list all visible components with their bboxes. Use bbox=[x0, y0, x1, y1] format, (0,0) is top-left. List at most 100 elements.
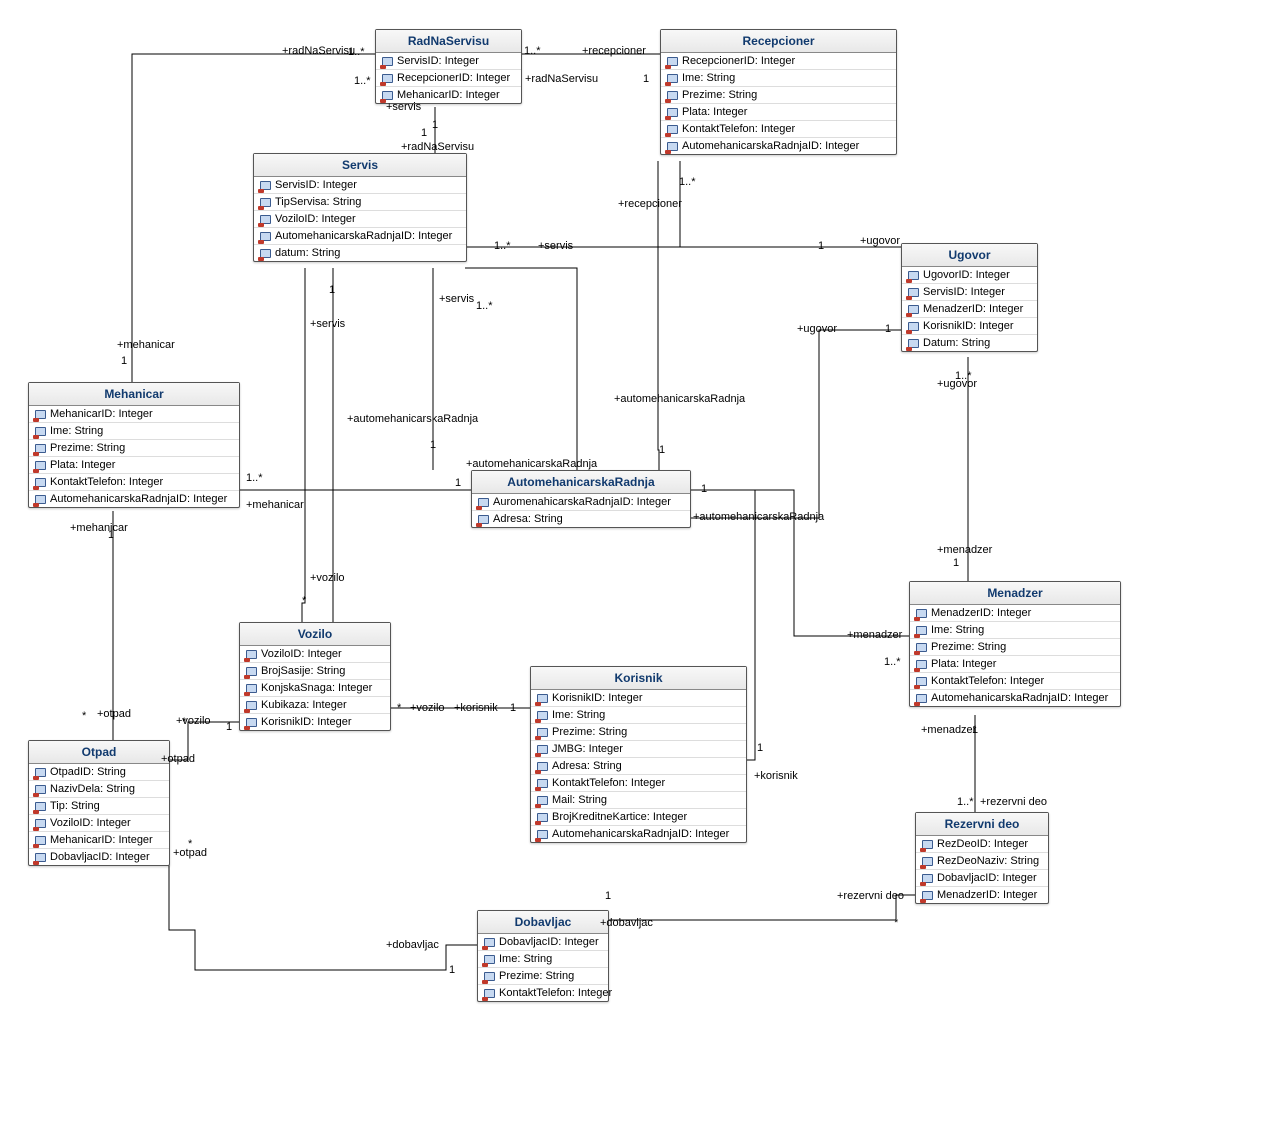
attribute-icon bbox=[35, 410, 46, 419]
class-attribute: Datum: String bbox=[902, 335, 1037, 351]
attribute-text: MehanicarID: Integer bbox=[50, 408, 153, 420]
edge-label: 1..* bbox=[476, 300, 493, 312]
attribute-icon bbox=[922, 840, 933, 849]
class-attributes: DobavljacID: Integer Ime: String Prezime: … bbox=[478, 934, 608, 1001]
attribute-icon bbox=[35, 802, 46, 811]
edge-label: +otpad bbox=[161, 753, 195, 765]
attribute-icon bbox=[260, 232, 271, 241]
class-attribute: Prezime: String bbox=[910, 639, 1120, 656]
class-title: Recepcioner bbox=[661, 30, 896, 53]
class-attribute: KorisnikID: Integer bbox=[531, 690, 746, 707]
attribute-icon bbox=[537, 728, 548, 737]
attribute-icon bbox=[260, 249, 271, 258]
attribute-text: DobavljacID: Integer bbox=[499, 936, 599, 948]
edge-label: 1 bbox=[757, 742, 763, 754]
edge-label: 1 bbox=[226, 721, 232, 733]
attribute-text: AutomehanicarskaRadnjaID: Integer bbox=[552, 828, 729, 840]
class-attribute: Ime: String bbox=[910, 622, 1120, 639]
attribute-text: OtpadID: String bbox=[50, 766, 126, 778]
edge-label: +otpad bbox=[173, 847, 207, 859]
edge-label: +recepcioner bbox=[618, 198, 682, 210]
class-dobavljac[interactable]: DobavljacDobavljacID: IntegerIme: String… bbox=[477, 910, 609, 1002]
attribute-text: Datum: String bbox=[923, 337, 990, 349]
class-otpad[interactable]: OtpadOtpadID: StringNazivDela: StringTip… bbox=[28, 740, 170, 866]
attribute-text: VoziloID: Integer bbox=[50, 817, 131, 829]
edge-label: 1 bbox=[432, 119, 438, 131]
class-attribute: ServisID: Integer bbox=[902, 284, 1037, 301]
attribute-icon bbox=[35, 427, 46, 436]
attribute-icon bbox=[908, 305, 919, 314]
edge-label: 1..* bbox=[957, 796, 974, 808]
edge-label: +automehanicarskaRadnja bbox=[614, 393, 745, 405]
attribute-icon bbox=[537, 813, 548, 822]
class-attribute: ServisID: Integer bbox=[376, 53, 521, 70]
edge-label: 1 bbox=[605, 890, 611, 902]
edge-label: +mehanicar bbox=[246, 499, 304, 511]
class-attribute: AutomehanicarskaRadnjaID: Integer bbox=[29, 491, 239, 507]
attribute-text: Ime: String bbox=[499, 953, 552, 965]
class-amRadnja[interactable]: AutomehanicarskaRadnjaAuromenahicarskaRa… bbox=[471, 470, 691, 528]
class-ugovor[interactable]: UgovorUgovorID: IntegerServisID: Integer… bbox=[901, 243, 1038, 352]
class-title: Otpad bbox=[29, 741, 169, 764]
attribute-text: ServisID: Integer bbox=[923, 286, 1005, 298]
edge-label: 1 bbox=[121, 355, 127, 367]
class-attribute: Adresa: String bbox=[472, 511, 690, 527]
attribute-icon bbox=[916, 694, 927, 703]
class-recepcioner[interactable]: RecepcionerRecepcionerID: IntegerIme: St… bbox=[660, 29, 897, 155]
attribute-text: RezDeoID: Integer bbox=[937, 838, 1028, 850]
attribute-icon bbox=[922, 874, 933, 883]
edge-label: 1..* bbox=[884, 656, 901, 668]
class-menadzer[interactable]: MenadzerMenadzerID: IntegerIme: StringPr… bbox=[909, 581, 1121, 707]
attribute-icon bbox=[922, 891, 933, 900]
class-attribute: JMBG: Integer bbox=[531, 741, 746, 758]
class-title: AutomehanicarskaRadnja bbox=[472, 471, 690, 494]
attribute-text: Ime: String bbox=[931, 624, 984, 636]
attribute-text: Ime: String bbox=[552, 709, 605, 721]
attribute-text: KontaktTelefon: Integer bbox=[682, 123, 795, 135]
class-rezervniDeo[interactable]: Rezervni deoRezDeoID: IntegerRezDeoNaziv… bbox=[915, 812, 1049, 904]
attribute-text: MehanicarID: Integer bbox=[397, 89, 500, 101]
class-attributes: ServisID: IntegerTipServisa: StringVozil… bbox=[254, 177, 466, 261]
edge-label: 1 bbox=[953, 557, 959, 569]
class-mehanicar[interactable]: MehanicarMehanicarID: IntegerIme: String… bbox=[28, 382, 240, 508]
class-attribute: RezDeoID: Integer bbox=[916, 836, 1048, 853]
class-attribute: Adresa: String bbox=[531, 758, 746, 775]
attribute-icon bbox=[35, 785, 46, 794]
attribute-text: Mail: String bbox=[552, 794, 607, 806]
class-attribute: KontaktTelefon: Integer bbox=[910, 673, 1120, 690]
attribute-text: Prezime: String bbox=[552, 726, 627, 738]
attribute-icon bbox=[246, 684, 257, 693]
class-radNaServisu[interactable]: RadNaServisuServisID: IntegerRecepcioner… bbox=[375, 29, 522, 104]
attribute-text: DobavljacID: Integer bbox=[937, 872, 1037, 884]
edge-label: +radNaServisu bbox=[401, 141, 474, 153]
class-attribute: KorisnikID: Integer bbox=[902, 318, 1037, 335]
attribute-text: VoziloID: Integer bbox=[275, 213, 356, 225]
attribute-icon bbox=[667, 108, 678, 117]
class-attribute: AutomehanicarskaRadnjaID: Integer bbox=[254, 228, 466, 245]
class-attributes: KorisnikID: Integer Ime: String Prezime: S… bbox=[531, 690, 746, 842]
class-korisnik[interactable]: KorisnikKorisnikID: IntegerIme: StringPr… bbox=[530, 666, 747, 843]
attribute-icon bbox=[35, 461, 46, 470]
attribute-text: ServisID: Integer bbox=[397, 55, 479, 67]
attribute-icon bbox=[667, 91, 678, 100]
edge-label: +recepcioner bbox=[582, 45, 646, 57]
attribute-text: Prezime: String bbox=[499, 970, 574, 982]
attribute-text: UgovorID: Integer bbox=[923, 269, 1010, 281]
edge-label: +otpad bbox=[97, 708, 131, 720]
attribute-text: KontaktTelefon: Integer bbox=[499, 987, 612, 999]
edge-label: 1 bbox=[510, 702, 516, 714]
class-attribute: BrojSasije: String bbox=[240, 663, 390, 680]
attribute-icon bbox=[35, 853, 46, 862]
edge-label: 1..* bbox=[494, 240, 511, 252]
attribute-icon bbox=[478, 498, 489, 507]
class-attribute: Prezime: String bbox=[478, 968, 608, 985]
class-attribute: DobavljacID: Integer bbox=[478, 934, 608, 951]
edge-label: +servis bbox=[386, 101, 421, 113]
class-attribute: Ime: String bbox=[478, 951, 608, 968]
class-attribute: DobavljacID: Integer bbox=[29, 849, 169, 865]
attribute-text: Plata: Integer bbox=[682, 106, 747, 118]
attribute-icon bbox=[35, 819, 46, 828]
edge-label: 1 bbox=[108, 529, 114, 541]
class-servis[interactable]: ServisServisID: IntegerTipServisa: Strin… bbox=[253, 153, 467, 262]
class-vozilo[interactable]: VoziloVoziloID: IntegerBrojSasije: Strin… bbox=[239, 622, 391, 731]
